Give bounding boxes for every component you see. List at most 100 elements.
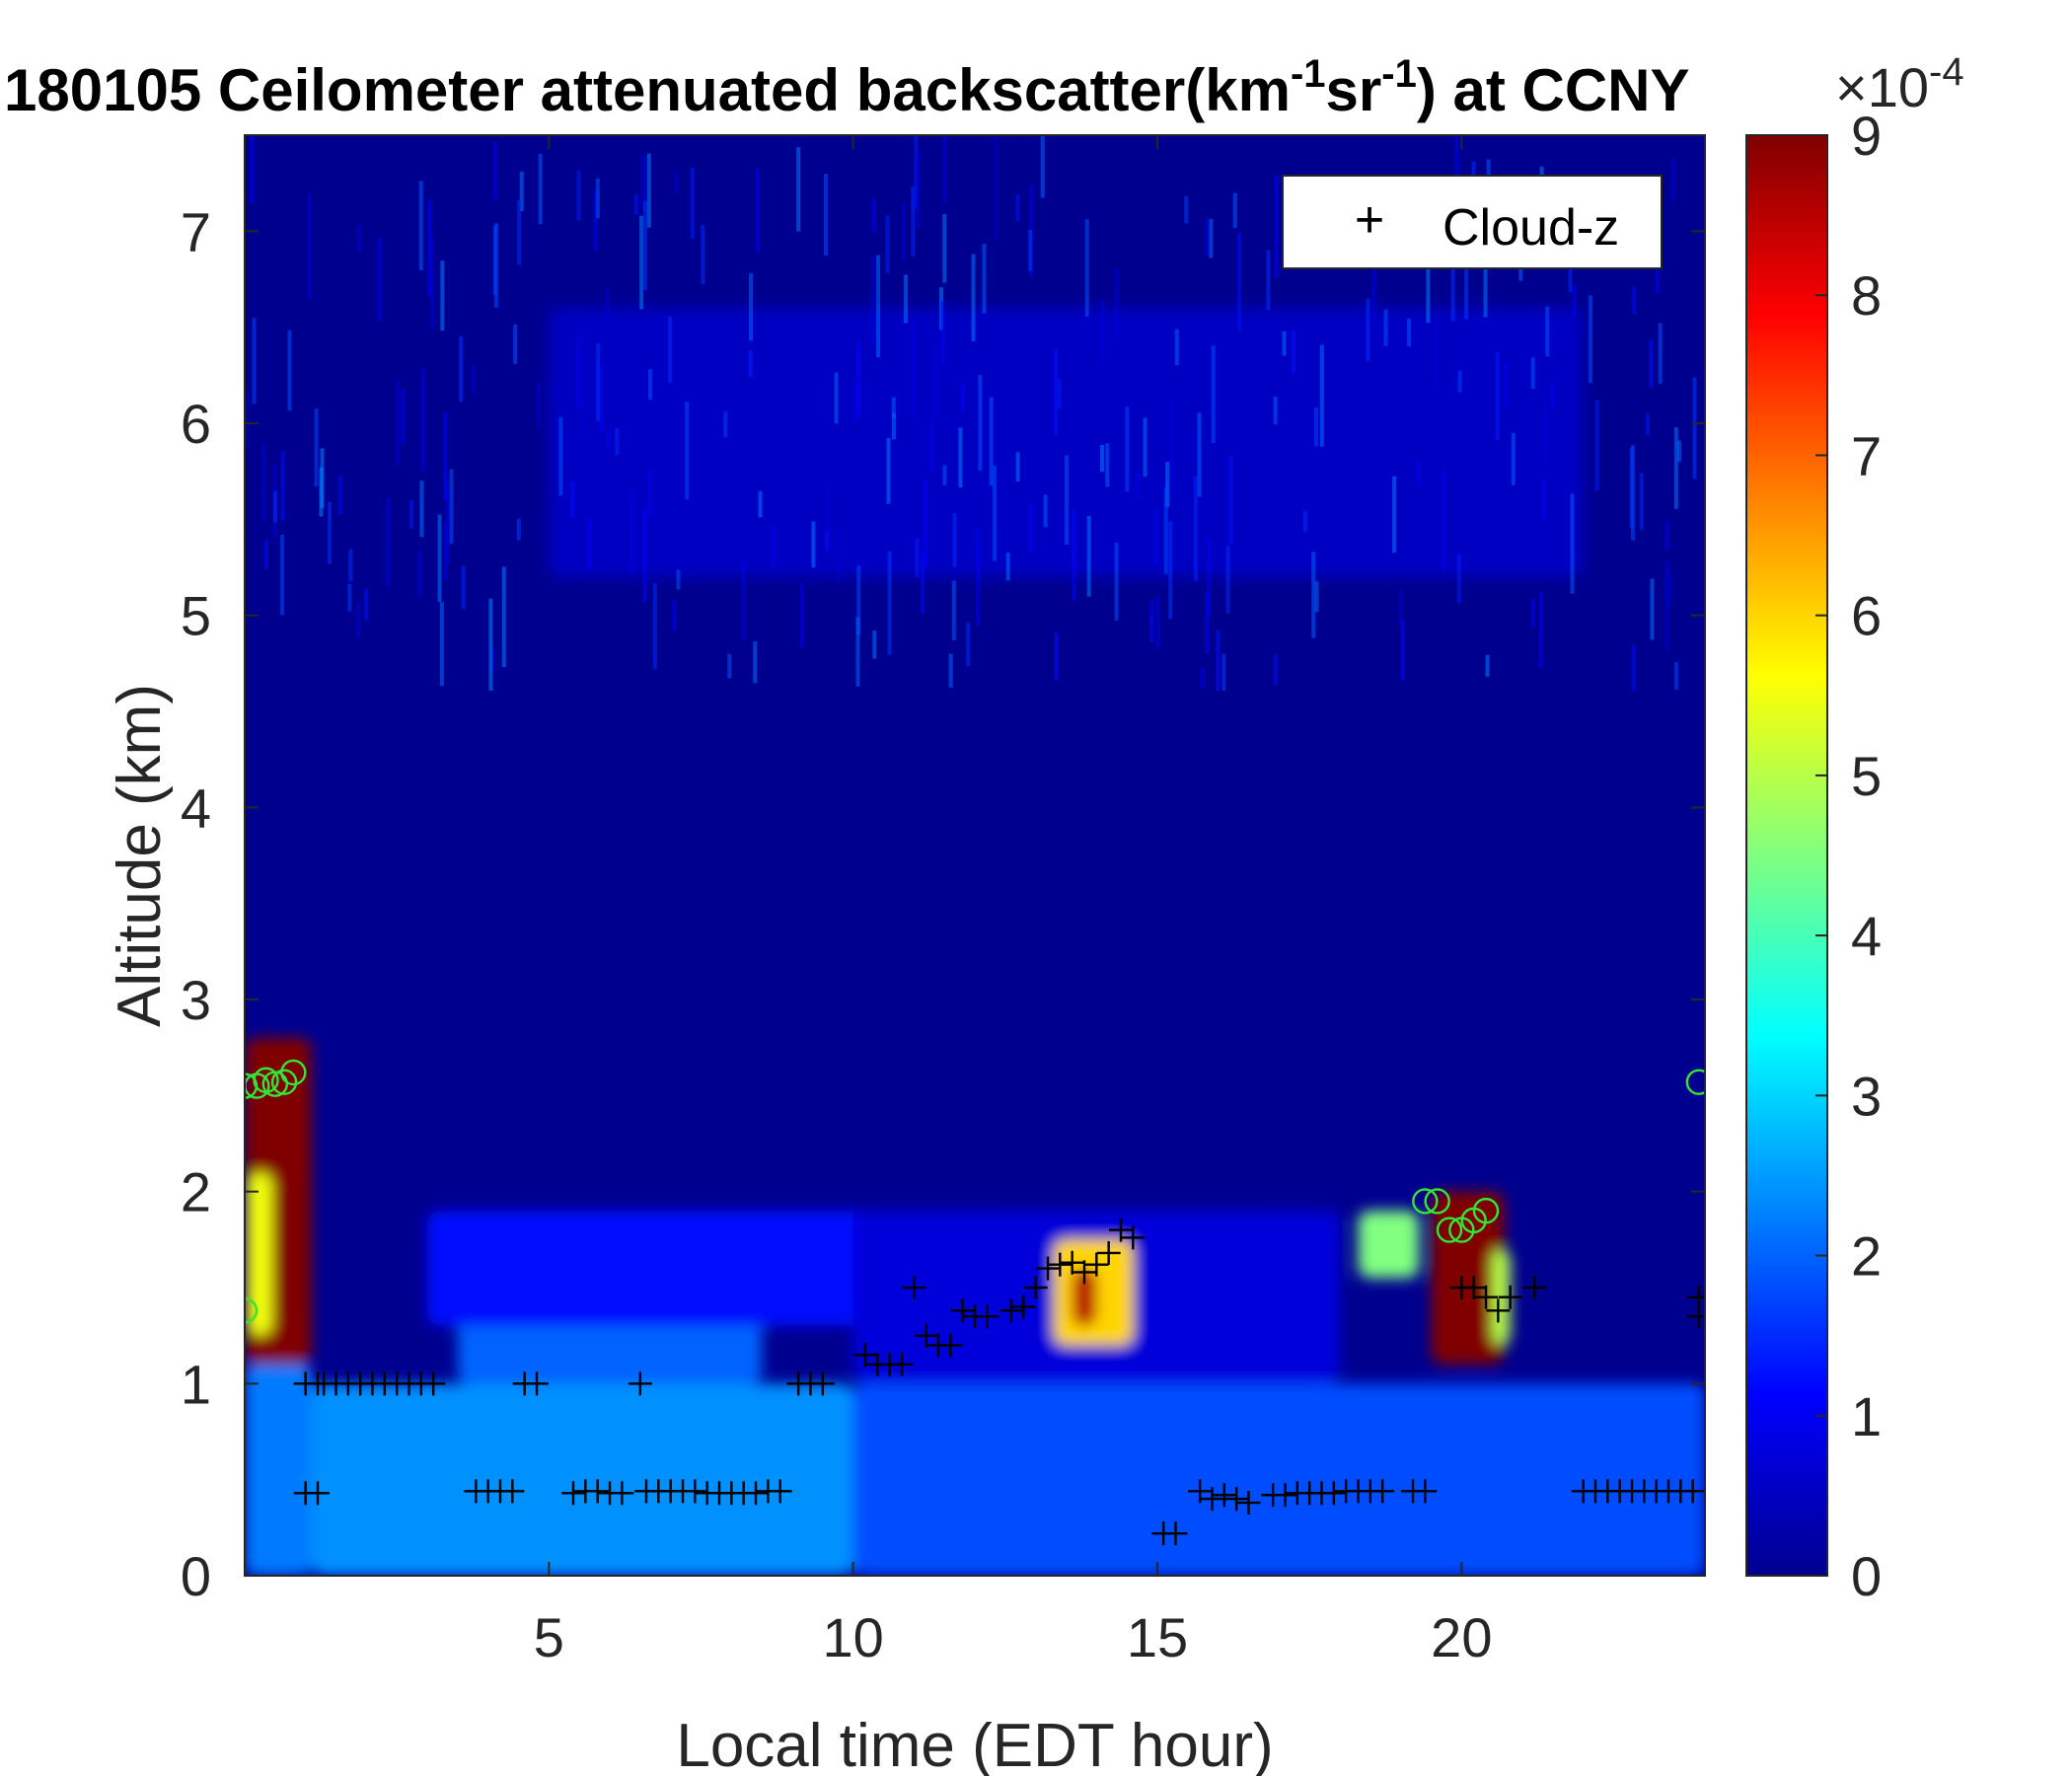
noise-streak xyxy=(915,538,920,578)
noise-streak xyxy=(1665,521,1669,551)
noise-streak xyxy=(876,255,881,358)
noise-streak xyxy=(856,565,861,635)
noise-streak xyxy=(978,375,983,471)
noise-streak xyxy=(430,235,435,329)
noise-streak xyxy=(1572,284,1577,317)
colorbar-tick-label: 7 xyxy=(1851,424,1882,486)
noise-streak xyxy=(576,170,581,221)
noise-streak xyxy=(1371,245,1376,325)
noise-streak xyxy=(1086,515,1091,597)
noise-streak xyxy=(445,483,450,563)
noise-streak xyxy=(691,168,696,240)
colorbar-tick-label: 4 xyxy=(1851,905,1882,967)
noise-streak xyxy=(901,203,906,261)
noise-streak xyxy=(558,416,563,496)
noise-streak xyxy=(287,330,292,411)
noise-streak xyxy=(443,412,448,501)
noise-streak xyxy=(667,316,672,384)
noise-streak xyxy=(348,549,353,582)
cloud-z-marker xyxy=(525,1371,549,1396)
noise-streak xyxy=(1511,432,1516,485)
noise-streak xyxy=(811,521,816,568)
noise-streak xyxy=(587,517,592,569)
cloud-z-marker xyxy=(1096,1240,1121,1265)
noise-streak xyxy=(1015,452,1020,482)
noise-streak xyxy=(1143,417,1147,478)
noise-streak xyxy=(1692,377,1697,480)
noise-streak xyxy=(1205,591,1210,654)
cloud-z-marker xyxy=(768,1479,792,1504)
noise-streak xyxy=(641,155,646,213)
backscatter-region-1 xyxy=(311,1383,853,1576)
cloud-base-circle xyxy=(1472,1197,1500,1224)
noise-streak xyxy=(261,442,266,523)
noise-streak xyxy=(439,602,444,687)
noise-streak xyxy=(885,215,890,274)
noise-streak xyxy=(796,147,801,232)
noise-streak xyxy=(490,646,495,674)
noise-streak xyxy=(727,653,732,679)
noise-streak xyxy=(1207,537,1212,616)
colorbar-gradient xyxy=(1745,134,1828,1577)
noise-streak xyxy=(1319,344,1324,447)
noise-streak xyxy=(1550,381,1555,408)
noise-streak xyxy=(1216,629,1221,691)
noise-streak xyxy=(856,339,861,418)
noise-streak xyxy=(994,137,999,241)
legend-marker-plus: + xyxy=(1355,191,1384,249)
cloud-z-marker xyxy=(628,1371,652,1396)
noise-streak xyxy=(647,469,652,517)
noise-streak xyxy=(1541,479,1546,521)
noise-streak xyxy=(1673,662,1678,690)
noise-streak xyxy=(280,451,285,521)
noise-streak xyxy=(646,153,651,228)
colorbar-tick-label: 6 xyxy=(1851,585,1882,647)
cloud-z-marker xyxy=(1680,1479,1705,1504)
noise-streak xyxy=(1454,135,1459,201)
noise-streak xyxy=(1266,250,1271,311)
noise-streak xyxy=(461,565,466,609)
noise-streak xyxy=(1200,667,1205,689)
noise-streak xyxy=(1366,298,1370,361)
colorbar-tick-label: 0 xyxy=(1851,1545,1882,1607)
noise-streak xyxy=(942,135,947,203)
noise-streak xyxy=(975,529,980,626)
cloud-z-marker xyxy=(914,1323,938,1348)
cloud-z-marker xyxy=(1212,1483,1236,1508)
noise-streak xyxy=(1114,268,1119,339)
noise-streak xyxy=(1456,554,1461,604)
colorbar: 0 1 2 3 4 5 6 7 8 9 ×10-4 xyxy=(1745,50,1964,1607)
noise-streak xyxy=(1399,590,1404,625)
cloud-base-circle xyxy=(261,1071,289,1097)
noise-streak xyxy=(916,152,921,229)
noise-streak xyxy=(1149,616,1154,643)
noise-streak xyxy=(1072,508,1076,601)
noise-streak xyxy=(648,369,653,401)
noise-streak xyxy=(1225,546,1230,614)
cloud-z-marker xyxy=(1461,1276,1486,1299)
cloud-z-marker xyxy=(1073,1260,1096,1285)
noise-streak xyxy=(652,583,657,669)
noise-streak xyxy=(948,653,953,688)
noise-streak xyxy=(1530,599,1535,629)
noise-streak xyxy=(1105,443,1110,487)
noise-streak xyxy=(1538,591,1543,669)
noise-streak xyxy=(1658,323,1663,384)
noise-streak xyxy=(1667,573,1672,604)
noise-streak xyxy=(575,337,580,410)
noise-streak xyxy=(1168,521,1173,620)
noise-streak xyxy=(891,397,896,418)
noise-streak xyxy=(1407,318,1412,347)
noise-streak xyxy=(1100,300,1105,363)
noise-streak xyxy=(1631,644,1636,692)
noise-streak xyxy=(1057,379,1062,409)
noise-streak xyxy=(280,534,285,616)
noise-streak xyxy=(1457,370,1462,393)
cloud-base-circle xyxy=(1685,1069,1705,1095)
noise-streak xyxy=(538,154,543,225)
noise-streak xyxy=(459,335,464,403)
noise-streak xyxy=(1483,249,1488,318)
noise-streak xyxy=(951,580,956,640)
noise-streak xyxy=(1274,175,1279,278)
cloud-markers xyxy=(245,1059,1705,1546)
